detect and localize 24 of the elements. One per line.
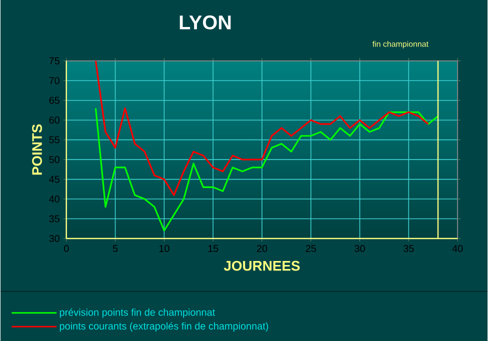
x-tick-label: 5 xyxy=(112,244,118,252)
y-tick-label: 40 xyxy=(49,195,60,202)
x-tick-label: 40 xyxy=(452,244,463,252)
y-tick-label: 65 xyxy=(49,96,60,104)
y-tick-label: 75 xyxy=(49,57,60,64)
y-tick-label: 50 xyxy=(49,156,60,163)
x-tick-label: 10 xyxy=(159,244,170,252)
x-tick-label: 20 xyxy=(256,244,268,252)
x-tick-label: 25 xyxy=(306,244,316,252)
y-tick-label: 45 xyxy=(49,176,60,183)
y-tick-label: 70 xyxy=(49,76,60,84)
legend-label: points courants (extrapolés fin de championnat) xyxy=(60,322,268,332)
x-tick-label: 35 xyxy=(404,244,414,252)
x-tick-label: 30 xyxy=(354,244,365,252)
chart-title: LYON xyxy=(180,15,231,30)
x-tick-label: 15 xyxy=(208,244,218,252)
legend-label: prévision points fin de championnat xyxy=(60,308,216,318)
y-tick-label: 35 xyxy=(49,215,60,222)
y-tick-label: 60 xyxy=(49,116,60,124)
y-axis-title: POINTS xyxy=(32,124,42,175)
y-tick-label: 55 xyxy=(49,136,60,144)
y-tick-label: 30 xyxy=(49,234,60,242)
x-tick-label: 0 xyxy=(64,244,69,252)
x-axis-title: JOURNEES xyxy=(224,260,300,271)
